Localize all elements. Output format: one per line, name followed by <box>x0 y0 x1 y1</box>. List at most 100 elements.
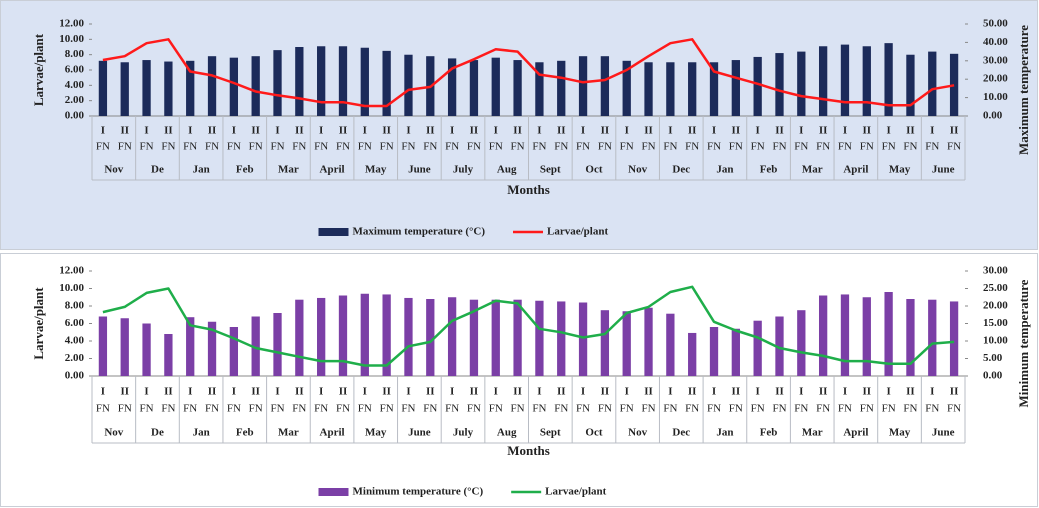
y-axis-title: Larvae/plant <box>31 33 46 106</box>
x-sublabel: FN <box>380 403 394 415</box>
x-tick-label: I <box>494 125 498 137</box>
x-sublabel: FN <box>729 403 743 415</box>
x-sublabel: FN <box>445 141 459 153</box>
legend-label: Maximum temperature (°C) <box>353 226 486 238</box>
y2-tick-label: 40.00 <box>983 36 1008 48</box>
month-label: Jan <box>716 164 733 176</box>
x-axis-title: Months <box>507 443 550 458</box>
x-sublabel: FN <box>882 141 896 153</box>
month-label: Nov <box>628 427 647 439</box>
bar <box>906 54 915 116</box>
month-label: July <box>453 427 474 439</box>
x-tick-label: II <box>164 386 173 398</box>
x-tick-label: I <box>930 386 934 398</box>
x-tick-label: I <box>930 125 934 137</box>
x-sublabel: FN <box>445 403 459 415</box>
bar <box>229 327 239 376</box>
x-sublabel: FN <box>925 141 939 153</box>
x-sublabel: FN <box>707 403 721 415</box>
y2-tick-label: 10.00 <box>983 91 1008 103</box>
x-sublabel: FN <box>860 403 874 415</box>
x-tick-label: II <box>251 386 260 398</box>
x-tick-label: I <box>712 386 716 398</box>
bar <box>382 294 391 376</box>
x-tick-label: II <box>906 125 915 137</box>
x-sublabel: FN <box>401 403 415 415</box>
bar <box>469 60 479 116</box>
month-label: Nov <box>104 164 123 176</box>
x-tick-label: II <box>470 386 479 398</box>
x-tick-label: I <box>363 386 367 398</box>
bar <box>818 46 828 116</box>
month-label: Oct <box>585 164 602 176</box>
y2-tick-label: 30.00 <box>983 54 1008 66</box>
x-sublabel: FN <box>270 403 284 415</box>
month-label: Jan <box>193 427 210 439</box>
x-tick-label: II <box>775 125 784 137</box>
bar <box>753 320 762 376</box>
y2-tick-label: 0.00 <box>983 110 1003 122</box>
x-tick-label: II <box>688 125 697 137</box>
bar <box>229 57 239 116</box>
month-label: June <box>408 164 431 176</box>
bar <box>513 299 522 376</box>
month-label: April <box>843 164 868 176</box>
bar <box>666 313 675 376</box>
x-sublabel: FN <box>729 141 743 153</box>
month-label: April <box>320 164 345 176</box>
x-sublabel: FN <box>598 141 612 153</box>
line <box>102 38 955 108</box>
x-tick-label: I <box>450 125 454 137</box>
y-tick-label: 8.00 <box>65 300 85 312</box>
bar <box>644 62 653 116</box>
x-tick-label: II <box>208 125 217 137</box>
bar <box>404 54 413 116</box>
x-sublabel: FN <box>532 141 546 153</box>
bar <box>688 62 697 116</box>
y-tick-label: 12.00 <box>59 18 84 30</box>
bar <box>273 313 282 376</box>
x-tick-label: II <box>382 386 391 398</box>
bar <box>644 307 653 376</box>
bar <box>622 60 631 116</box>
y-tick-label: 2.00 <box>65 352 85 364</box>
bar <box>382 50 391 116</box>
y-tick-label: 4.00 <box>65 79 85 91</box>
bar <box>491 57 500 116</box>
x-tick-label: I <box>843 125 847 137</box>
bar <box>622 311 631 376</box>
x-sublabel: FN <box>249 141 263 153</box>
month-label: Jan <box>193 164 210 176</box>
x-tick-label: II <box>295 125 304 137</box>
bar <box>164 61 173 116</box>
bar <box>862 297 871 376</box>
x-sublabel: FN <box>751 403 765 415</box>
x-tick-label: I <box>799 386 803 398</box>
x-sublabel: FN <box>292 403 306 415</box>
bar <box>600 56 610 116</box>
month-label: Nov <box>104 427 123 439</box>
month-label: Sept <box>540 427 561 439</box>
bar <box>731 60 740 116</box>
x-sublabel: FN <box>903 403 917 415</box>
x-tick-label: I <box>406 125 410 137</box>
bar <box>840 44 850 116</box>
y2-axis-title: Minimum temperature <box>1016 279 1031 407</box>
x-sublabel: FN <box>860 141 874 153</box>
bar <box>600 310 610 376</box>
bar <box>709 62 719 116</box>
x-sublabel: FN <box>685 403 699 415</box>
x-sublabel: FN <box>620 403 634 415</box>
x-tick-label: I <box>275 125 279 137</box>
x-sublabel: FN <box>227 141 241 153</box>
month-label: May <box>889 164 911 176</box>
x-tick-label: I <box>101 125 105 137</box>
month-label: Sept <box>540 164 561 176</box>
bar <box>317 297 326 376</box>
x-tick-label: I <box>319 125 323 137</box>
x-tick-label: I <box>188 386 192 398</box>
x-sublabel: FN <box>489 403 503 415</box>
bar <box>818 295 828 376</box>
month-label: June <box>932 427 955 439</box>
